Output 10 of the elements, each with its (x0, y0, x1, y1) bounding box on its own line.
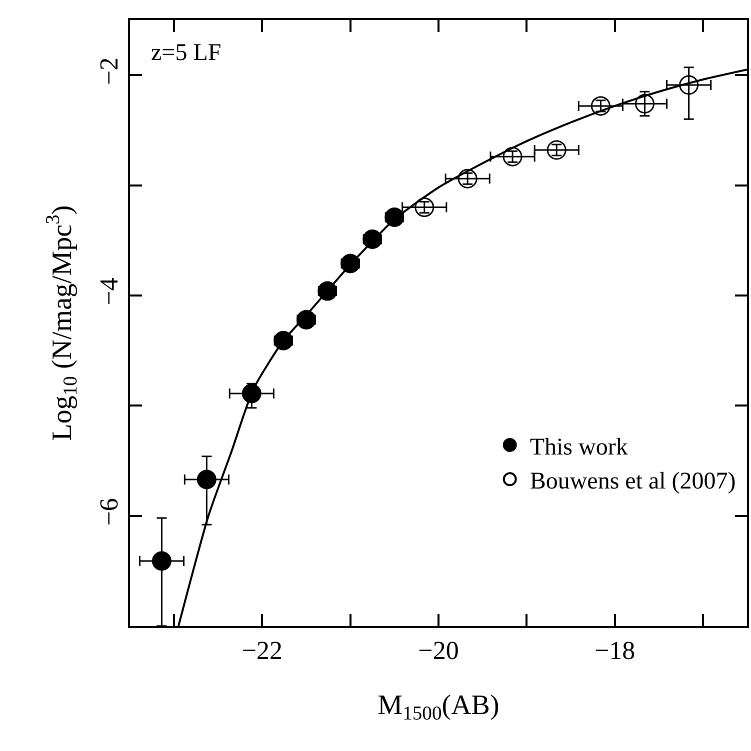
y-tick-label: −2 (94, 57, 124, 86)
legend-label: This work (530, 434, 628, 460)
x-tick-label: −18 (594, 636, 636, 666)
x-tick-label: −22 (242, 636, 283, 666)
y-tick-label: −4 (94, 278, 124, 306)
x-tick-label: −20 (418, 636, 459, 666)
x-axis-title: M$_{1500}$(AB) (378, 690, 500, 725)
legend-label: Bouwens et al (2007) (530, 468, 736, 495)
annotation: z=5 LF (151, 40, 222, 66)
y-tick-label: −6 (94, 498, 124, 526)
